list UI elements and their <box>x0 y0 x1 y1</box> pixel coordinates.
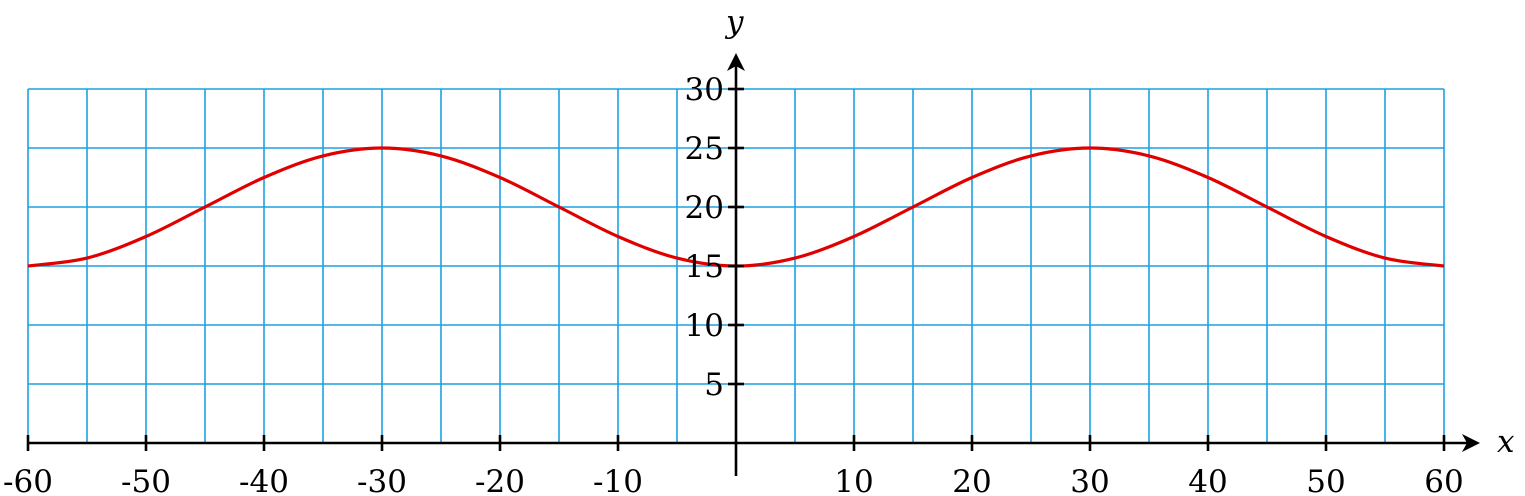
x-tick-label: 10 <box>834 464 873 496</box>
y-tick-label: 10 <box>685 308 724 344</box>
x-tick-label: 30 <box>1070 464 1109 496</box>
x-tick-label: 60 <box>1424 464 1463 496</box>
x-tick-label: -40 <box>239 464 289 496</box>
y-axis-ticks: 5 10 15 20 25 30 <box>685 72 744 403</box>
x-tick-label: -20 <box>475 464 525 496</box>
x-tick-label: -60 <box>3 464 53 496</box>
axes <box>28 53 1480 476</box>
y-tick-label: 30 <box>685 72 724 108</box>
y-axis-arrow <box>727 53 745 71</box>
x-tick-label: -50 <box>121 464 171 496</box>
y-tick-label: 20 <box>685 190 724 226</box>
y-tick-label: 15 <box>685 249 724 285</box>
x-tick-label: 40 <box>1188 464 1227 496</box>
x-axis-label: x <box>1497 424 1515 460</box>
x-axis-ticks: -60 -50 -40 -30 -20 -10 10 20 30 40 50 60 <box>3 435 1464 496</box>
x-tick-label: -10 <box>593 464 643 496</box>
y-tick-label: 5 <box>704 367 724 403</box>
x-axis-arrow <box>1462 434 1480 452</box>
x-tick-label: 50 <box>1306 464 1345 496</box>
x-tick-label: 20 <box>952 464 991 496</box>
x-tick-label: -30 <box>357 464 407 496</box>
y-axis-label: y <box>724 4 744 40</box>
y-tick-label: 25 <box>685 131 724 167</box>
